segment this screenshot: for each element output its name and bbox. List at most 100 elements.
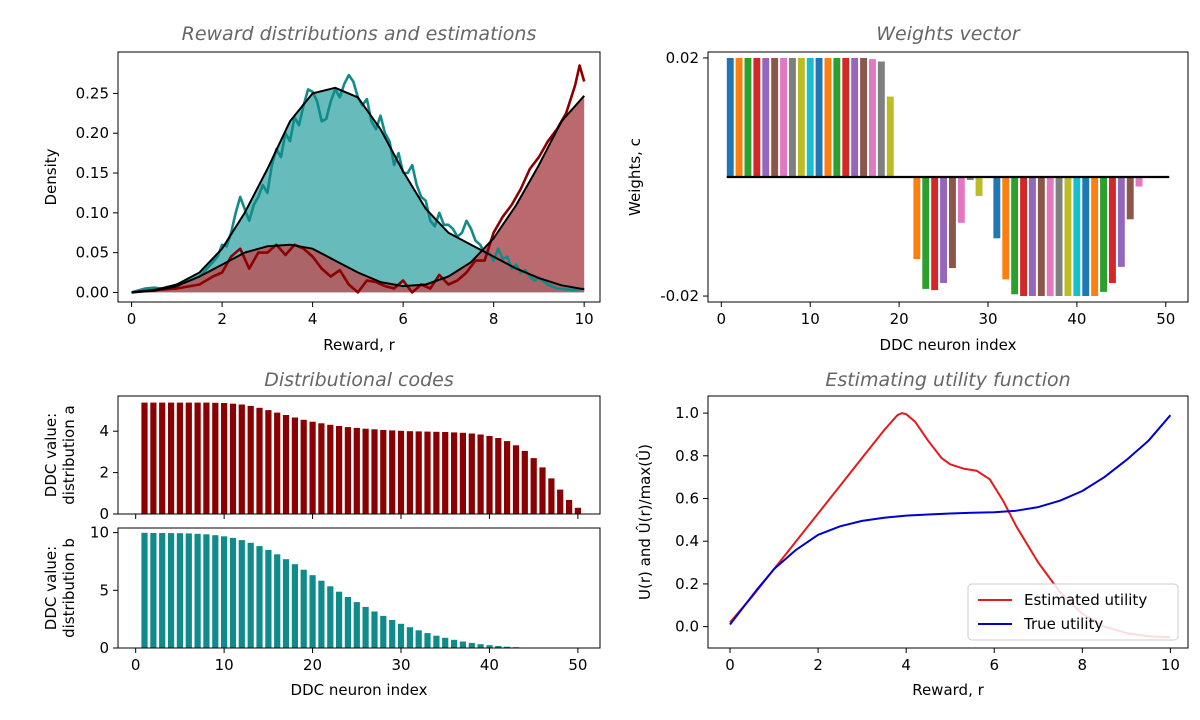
weight-bar [815,58,823,177]
weight-bar [1109,177,1116,283]
weight-bar [957,177,965,223]
ddc-bar [300,569,307,648]
x-tick-label: 6 [398,310,408,328]
weight-bar [1117,177,1125,267]
ddc-bar [459,641,466,648]
weight-bar [869,59,876,177]
weight-bar [735,58,743,177]
weight-bar [922,177,930,289]
ddc-bar [433,635,440,648]
ddc-bar [309,421,316,514]
ddc-bar [256,407,263,514]
y-tick-label: 0.0 [675,618,699,636]
y-tick-label: 0.15 [76,164,109,182]
ddc-bar [150,533,157,648]
weight-bar [940,177,947,283]
ddc-bar [274,554,281,648]
ddc-bar [548,478,555,514]
ddc-bar [504,646,511,648]
chart-title: Distributional codes [264,369,454,391]
ddc-bar [159,402,166,514]
x-tick-label: 50 [1156,310,1175,328]
y-axis-label: Weights, c [626,138,644,216]
ddc-bar [282,559,290,648]
ddc-bar [318,580,325,648]
weight-bar [762,58,770,177]
ddc-bar [327,424,334,514]
ddc-bar [468,642,475,648]
x-tick-label: 10 [801,310,820,328]
ddc-bar [362,428,369,514]
weight-bar [1100,177,1107,292]
ddc-bar [221,403,228,514]
y-tick-label: 0.10 [76,204,109,222]
ddc-bar [203,402,210,514]
ddc-bar [424,431,431,514]
ddc-bar [451,639,458,648]
y-axis-label: Density [42,148,60,205]
x-tick-label: 2 [217,310,227,328]
x-tick-label: 8 [489,310,499,328]
x-tick-label: 30 [978,310,997,328]
ddc-bar [486,436,493,514]
ddc-bar [212,402,219,514]
y-tick-label: 0.20 [76,124,109,142]
ddc-bar [433,431,440,514]
ddc-bar [495,646,502,648]
y-tick-label: 4 [99,422,109,440]
ddc-bar [389,430,396,514]
legend: Estimated utility True utility [967,583,1179,641]
ddc-bar [415,630,422,648]
ddc-bar [486,645,493,648]
utility-line-1 [729,414,1172,626]
ddc-bar [477,644,484,648]
weight-bar [833,58,841,177]
sampled-density-line-a [131,73,585,294]
utility-axes: 0 2 4 6 8 10 0.0 0.2 0.4 0.6 0.8 1.0 [675,404,1180,674]
y-axis-label: DDC value:distribution a [42,405,78,504]
ddc-bar [159,533,166,648]
y-axis-label-line: DDC value: [42,546,60,630]
x-tick-label: 30 [391,656,410,674]
y-tick-label: 0.6 [675,490,699,508]
weight-bar [966,177,974,180]
ddc-bar [442,432,449,514]
ddc-bar [150,402,157,514]
weights-bars [726,58,1170,296]
x-tick-label: 50 [568,656,587,674]
weight-bar [886,96,894,177]
weight-bar [860,58,867,177]
ddc-bar [371,429,378,514]
estimated-density-line-b [131,95,585,294]
weight-bar [726,58,734,177]
ddc-bar [185,533,192,648]
ddc-bar [397,430,405,514]
weight-bar [1135,177,1143,187]
ddc-bar [203,534,210,648]
x-tick-label: 40 [480,656,499,674]
ddc-bar [380,615,387,648]
x-tick-label: 0 [131,656,141,674]
ddc-bar [362,606,369,648]
ddc-bar [256,546,263,648]
weight-bar [851,58,859,177]
ddc-bar [238,404,245,514]
ddc-bar [318,423,325,514]
ddc_b-axes: 0 10 20 30 40 50 0 5 10 [90,524,588,674]
ddc_b-frame [117,527,601,649]
ddc-bar [194,402,201,514]
ddc-bar [424,633,431,648]
weight-bar [1091,177,1099,296]
ddc-bar [212,535,219,648]
y-axis-label: U(r) and Û(r)/max(Û) [635,444,654,600]
y-tick-label: 0.8 [675,447,699,465]
ddc-bar [504,441,511,514]
weight-bar [913,177,921,260]
ddc-bar [530,458,537,514]
ddc-bar [442,637,449,648]
ddc-bar [406,431,413,514]
weight-bar [1126,177,1134,220]
weight-bar [1011,177,1019,295]
estimated-density-line-a [131,86,585,294]
ddc-bar [229,403,237,514]
